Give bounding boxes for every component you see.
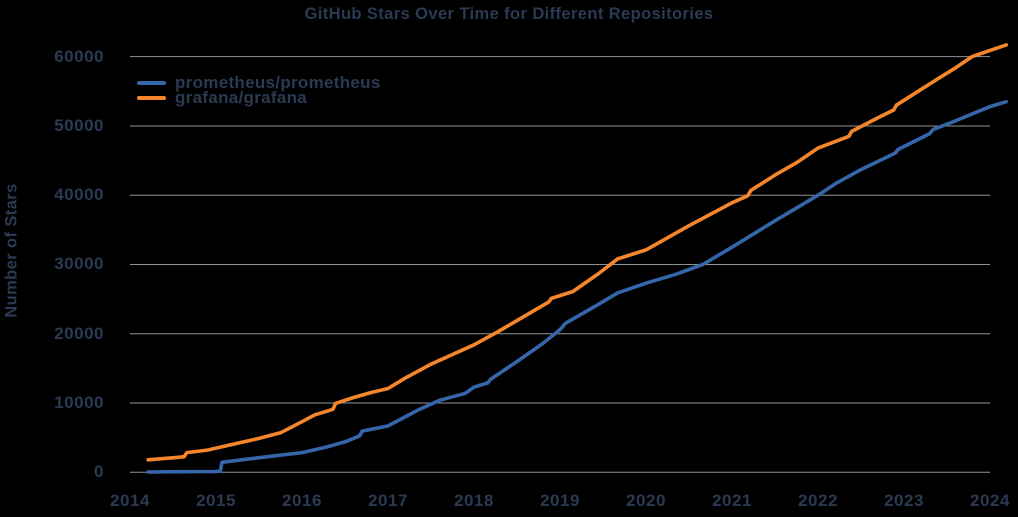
x-tick-label-2024: 2024 <box>970 491 1010 510</box>
x-tick-label-2015: 2015 <box>196 491 236 510</box>
y-tick-label-40000: 40000 <box>54 185 104 205</box>
y-tick-label-20000: 20000 <box>54 323 104 343</box>
legend-label: grafana/grafana <box>175 88 308 108</box>
x-tick-label-2014: 2014 <box>110 491 150 510</box>
x-tick-label-2018: 2018 <box>454 491 494 510</box>
x-tick-label-2019: 2019 <box>540 491 580 510</box>
x-tick-label-2016: 2016 <box>282 491 322 510</box>
y-tick-label-0: 0 <box>94 462 104 482</box>
x-tick-label-2017: 2017 <box>368 491 408 510</box>
legend-swatch-icon <box>137 96 166 101</box>
prometheus-line <box>146 99 1009 474</box>
y-tick-label-60000: 60000 <box>54 46 104 66</box>
y-tick-label-10000: 10000 <box>54 393 104 413</box>
x-tick-label-2023: 2023 <box>884 491 924 510</box>
legend-item-grafana: grafana/grafana <box>137 88 381 108</box>
legend-label: prometheus/prometheus <box>175 72 381 92</box>
legend: prometheus/prometheus grafana/grafana <box>137 72 381 108</box>
grafana-line <box>146 43 1009 462</box>
x-tick-label-2022: 2022 <box>798 491 838 510</box>
chart-title: GitHub Stars Over Time for Different Rep… <box>304 5 714 23</box>
x-tick-label-2021: 2021 <box>712 491 752 510</box>
legend-swatch-icon <box>137 80 166 85</box>
x-tick-label-2020: 2020 <box>626 491 666 510</box>
y-tick-label-30000: 30000 <box>54 254 104 274</box>
y-tick-label-50000: 50000 <box>54 115 104 135</box>
legend-item-prometheus: prometheus/prometheus <box>137 72 381 92</box>
